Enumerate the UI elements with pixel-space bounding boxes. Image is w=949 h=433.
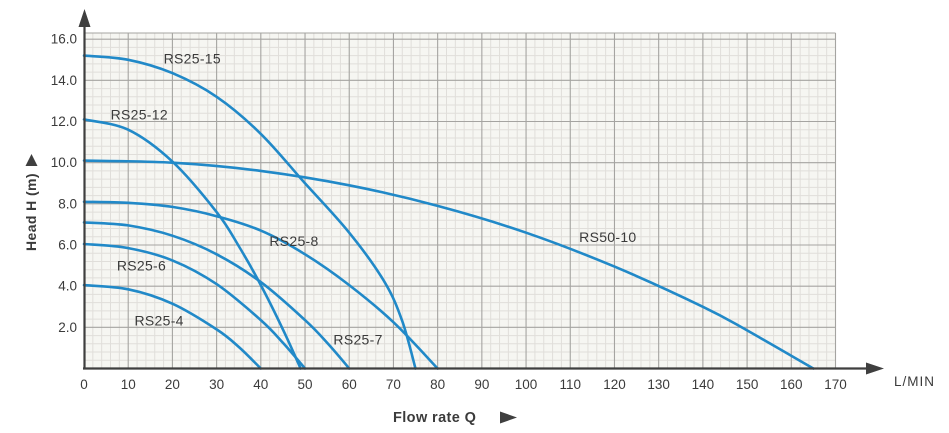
x-tick-label: 0 bbox=[80, 377, 88, 392]
x-tick-label: 140 bbox=[692, 377, 715, 392]
curve-label-rs25-7: RS25-7 bbox=[333, 332, 382, 348]
x-axis-arrow-icon bbox=[866, 362, 884, 375]
curve-label-rs25-12: RS25-12 bbox=[111, 106, 168, 122]
x-tick-label: 10 bbox=[121, 377, 136, 392]
curve-label-rs25-4: RS25-4 bbox=[135, 313, 184, 329]
x-tick-label: 110 bbox=[559, 377, 581, 392]
y-axis-title: Head H (m) bbox=[23, 173, 39, 251]
x-tick-label: 20 bbox=[165, 377, 180, 392]
x-tick-label: 170 bbox=[824, 377, 847, 392]
y-tick-label: 16.0 bbox=[51, 32, 77, 47]
y-tick-label: 6.0 bbox=[58, 238, 77, 253]
x-tick-label: 80 bbox=[430, 377, 445, 392]
x-tick-label: 40 bbox=[253, 377, 268, 392]
y-axis-title-arrow-icon bbox=[25, 154, 38, 166]
x-tick-label: 130 bbox=[647, 377, 670, 392]
y-tick-label: 14.0 bbox=[51, 73, 77, 88]
x-axis-title: Flow rate Q bbox=[393, 410, 476, 426]
y-axis-arrow-icon bbox=[78, 9, 91, 27]
y-tick-label: 4.0 bbox=[58, 279, 77, 294]
y-tick-label: 8.0 bbox=[58, 196, 77, 211]
curve-label-rs25-15: RS25-15 bbox=[164, 51, 221, 67]
curve-rs25-7 bbox=[82, 221, 351, 370]
x-tick-label: 160 bbox=[780, 377, 803, 392]
curve-label-rs25-6: RS25-6 bbox=[117, 258, 166, 274]
curve-rs25-12 bbox=[82, 118, 302, 370]
curve-rs25-15 bbox=[82, 54, 417, 370]
curve-rs50-10 bbox=[82, 159, 815, 370]
curve-rs25-8 bbox=[82, 200, 439, 370]
x-tick-label: 150 bbox=[736, 377, 759, 392]
curve-rs25-6 bbox=[82, 242, 307, 370]
x-tick-label: 60 bbox=[342, 377, 357, 392]
curve-label-rs25-8: RS25-8 bbox=[269, 233, 318, 249]
x-tick-label: 120 bbox=[603, 377, 626, 392]
curve-rs25-4 bbox=[82, 283, 263, 370]
x-axis-title-arrow-icon bbox=[500, 411, 517, 424]
curve-label-rs50-10: RS50-10 bbox=[579, 229, 636, 245]
x-tick-label: 100 bbox=[515, 377, 538, 392]
x-tick-label: 50 bbox=[298, 377, 313, 392]
x-axis-unit: L/MIN bbox=[894, 374, 935, 389]
x-tick-label: 90 bbox=[474, 377, 489, 392]
x-tick-label: 70 bbox=[386, 377, 401, 392]
y-tick-label: 2.0 bbox=[58, 320, 77, 335]
y-tick-label: 10.0 bbox=[51, 155, 77, 170]
y-tick-label: 12.0 bbox=[51, 114, 77, 129]
x-tick-label: 30 bbox=[209, 377, 224, 392]
